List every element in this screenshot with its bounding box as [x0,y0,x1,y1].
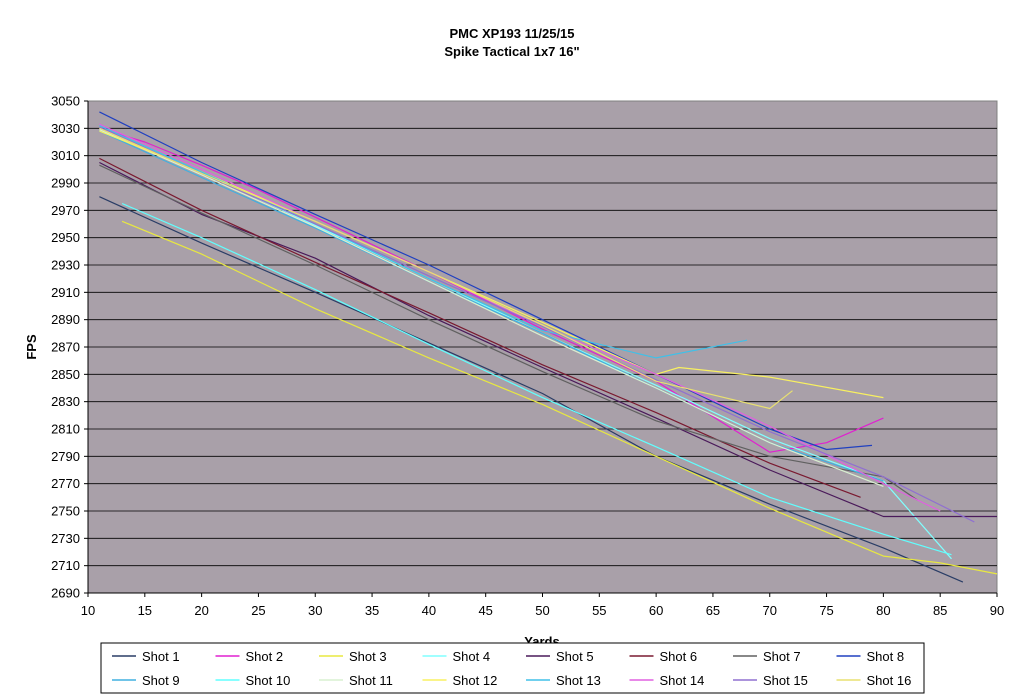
y-tick-label: 3050 [51,94,80,109]
x-tick-label: 20 [194,603,208,618]
y-tick-label: 2870 [51,340,80,355]
y-tick-label: 2710 [51,558,80,573]
y-tick-label: 3010 [51,148,80,163]
legend-label: Shot 3 [349,649,387,664]
series-line-shot-3 [121,220,998,575]
x-tick-label: 60 [649,603,663,618]
x-tick-label: 70 [763,603,777,618]
x-tick-label: 10 [81,603,95,618]
y-tick-label: 3030 [51,121,80,136]
x-tick-label: 50 [535,603,549,618]
series-line-shot-11 [99,129,884,487]
legend-label: Shot 15 [763,673,808,688]
y-tick-label: 2890 [51,312,80,327]
series-layer [99,111,998,583]
legend-label: Shot 10 [246,673,291,688]
legend: Shot 1 Shot 2 Shot 3 Shot 4 Shot 5 Shot 6 Shot… [112,649,911,688]
y-tick-label: 2950 [51,230,80,245]
x-tick-label: 80 [876,603,890,618]
legend-label: Shot 1 [142,649,180,664]
series-line-shot-12 [99,130,884,399]
axes: 2690 2710 2730 2750 2770 2790 2810 2830 2850 2870… [51,94,1004,619]
x-tick-label: 45 [478,603,492,618]
y-tick-label: 2770 [51,476,80,491]
series-line-shot-16 [99,127,793,410]
series-line-shot-6 [99,157,861,498]
y-tick-label: 2790 [51,449,80,464]
y-tick-label: 2730 [51,531,80,546]
series-line-shot-7 [99,164,918,501]
legend-label: Shot 4 [453,649,491,664]
legend-label: Shot 6 [660,649,698,664]
legend-label: Shot 14 [660,673,705,688]
series-line-shot-15 [99,126,975,523]
x-tick-label: 40 [422,603,436,618]
chart-subtitle: Spike Tactical 1x7 16" [444,44,579,59]
x-tick-label: 85 [933,603,947,618]
y-tick-label: 2990 [51,176,80,191]
legend-label: Shot 8 [867,649,905,664]
x-tick-label: 75 [819,603,833,618]
x-tick-label: 90 [990,603,1004,618]
legend-label: Shot 7 [763,649,801,664]
y-tick-label: 2930 [51,258,80,273]
series-line-shot-1 [99,196,964,583]
x-tick-label: 15 [138,603,152,618]
x-tick-label: 65 [706,603,720,618]
chart-title: PMC XP193 11/25/15 [449,26,574,41]
x-tick-label: 35 [365,603,379,618]
series-line-shot-5 [99,161,997,518]
y-tick-label: 2810 [51,422,80,437]
legend-label: Shot 2 [246,649,284,664]
series-line-shot-13 [99,125,748,359]
y-tick-label: 2850 [51,367,80,382]
legend-label: Shot 16 [867,673,912,688]
series-line-shot-10 [121,202,952,556]
series-line-shot-8 [99,111,873,451]
y-tick-label: 2690 [51,586,80,601]
y-tick-label: 2970 [51,203,80,218]
legend-box [100,642,925,694]
y-tick-label: 2750 [51,504,80,519]
legend-label: Shot 12 [453,673,498,688]
x-tick-label: 30 [308,603,322,618]
y-tick-label: 2910 [51,285,80,300]
x-tick-label: 55 [592,603,606,618]
x-tick-label: 25 [251,603,265,618]
legend-label: Shot 13 [556,673,601,688]
legend-label: Shot 5 [556,649,594,664]
y-tick-label: 2830 [51,394,80,409]
legend-label: Shot 9 [142,673,180,688]
y-axis-title: FPS [24,334,39,360]
legend-label: Shot 11 [349,673,393,688]
